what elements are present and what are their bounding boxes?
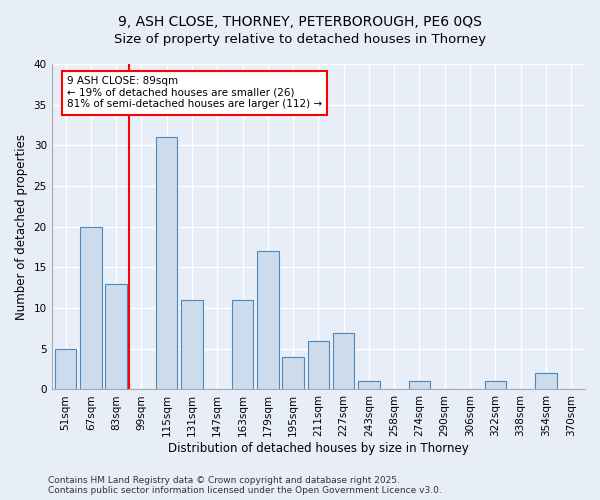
Bar (409, 382, 430, 390)
Bar (283, 357, 304, 390)
Bar (181, 300, 203, 390)
Y-axis label: Number of detached properties: Number of detached properties (15, 134, 28, 320)
Bar (308, 340, 329, 390)
Text: Contains HM Land Registry data © Crown copyright and database right 2025.
Contai: Contains HM Land Registry data © Crown c… (48, 476, 442, 495)
Bar (358, 382, 380, 390)
X-axis label: Distribution of detached houses by size in Thorney: Distribution of detached houses by size … (168, 442, 469, 455)
Bar (485, 382, 506, 390)
Bar (535, 373, 557, 390)
Text: 9 ASH CLOSE: 89sqm
← 19% of detached houses are smaller (26)
81% of semi-detache: 9 ASH CLOSE: 89sqm ← 19% of detached hou… (67, 76, 322, 110)
Bar (55, 349, 76, 390)
Bar (257, 251, 278, 390)
Bar (106, 284, 127, 390)
Text: 9, ASH CLOSE, THORNEY, PETERBOROUGH, PE6 0QS: 9, ASH CLOSE, THORNEY, PETERBOROUGH, PE6… (118, 15, 482, 29)
Text: Size of property relative to detached houses in Thorney: Size of property relative to detached ho… (114, 32, 486, 46)
Bar (232, 300, 253, 390)
Bar (156, 137, 178, 390)
Bar (333, 332, 355, 390)
Bar (80, 226, 101, 390)
